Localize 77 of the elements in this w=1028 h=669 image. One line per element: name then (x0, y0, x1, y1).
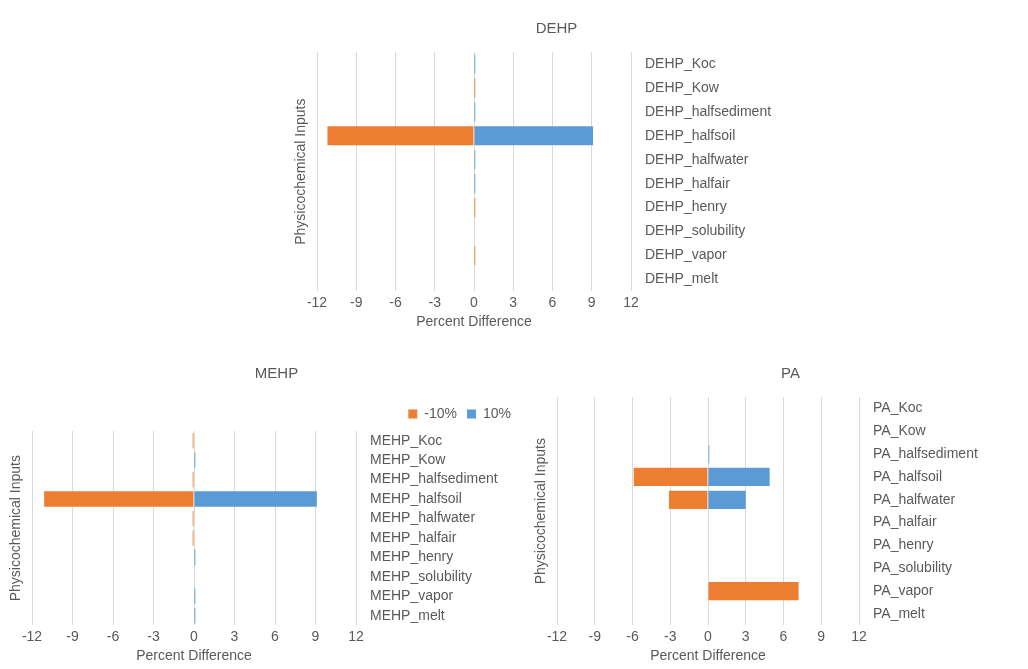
y-tick-label: DEHP_henry (645, 198, 727, 215)
bar (633, 467, 708, 487)
x-tick-label: -6 (389, 293, 402, 310)
y-tick-label: DEHP_halfwater (645, 150, 749, 167)
x-tick-label: -3 (664, 627, 677, 644)
y-tick-label: MEHP_henry (370, 548, 454, 565)
x-axis-title: Percent Difference (416, 313, 533, 330)
y-tick-label: PA_solubility (873, 559, 953, 576)
legend-label: 10% (482, 404, 512, 421)
y-tick-label: PA_vapor (873, 582, 934, 598)
y-tick-label: DEHP_Kow (645, 78, 720, 95)
y-tick-label: DEHP_Koc (645, 54, 716, 71)
x-tick-label: 3 (509, 293, 518, 310)
y-tick-label: MEHP_halfwater (370, 509, 476, 526)
x-axis-title: Percent Difference (136, 647, 253, 664)
y-axis-title: Physicochemical Inputs (291, 98, 308, 245)
x-tick-label: -3 (147, 627, 160, 644)
x-tick-label: 12 (623, 293, 639, 310)
bar (708, 490, 746, 509)
x-tick-label: -9 (350, 293, 363, 310)
x-tick-label: -12 (21, 627, 43, 644)
x-tick-label: 6 (779, 627, 788, 644)
legend-label: -10% (424, 404, 457, 421)
chart-title: PA (781, 364, 800, 382)
y-tick-label: DEHP_halfsediment (645, 102, 772, 119)
y-tick-label: PA_halfsoil (873, 467, 943, 484)
y-tick-label: MEHP_Koc (370, 431, 443, 448)
x-tick-label: 3 (230, 627, 239, 644)
x-tick-label: -6 (106, 627, 120, 644)
x-tick-label: -12 (546, 627, 568, 644)
chart-title: DEHP (535, 19, 578, 37)
y-axis-title: Physicochemical Inputs (6, 455, 23, 602)
y-tick-label: PA_melt (873, 604, 925, 621)
x-tick-label: -9 (66, 627, 79, 644)
x-tick-label: 9 (587, 293, 596, 310)
x-tick-label: 3 (741, 627, 750, 644)
bar (708, 582, 799, 601)
y-tick-label: DEHP_vapor (645, 246, 728, 263)
x-tick-label: 0 (470, 293, 479, 310)
x-tick-label: 12 (851, 627, 867, 644)
x-tick-label: 9 (311, 627, 320, 644)
y-tick-label: MEHP_halfsoil (370, 489, 462, 506)
bar (474, 126, 594, 146)
bar (194, 491, 317, 507)
y-axis-title: Physicochemical Inputs (531, 438, 548, 585)
y-tick-label: PA_Koc (873, 399, 923, 416)
bar (668, 490, 708, 509)
y-tick-label: MEHP_halfsediment (370, 470, 498, 487)
x-tick-label: 0 (190, 627, 199, 644)
bar (708, 467, 770, 487)
x-tick-label: 6 (271, 627, 280, 644)
y-tick-label: MEHP_vapor (370, 587, 454, 604)
y-tick-label: MEHP_melt (370, 606, 445, 623)
y-tick-label: DEHP_melt (645, 270, 719, 287)
bar (44, 491, 194, 507)
chart-title: MEHP (254, 364, 299, 382)
y-tick-label: PA_halfsediment (873, 444, 978, 461)
x-tick-label: 9 (817, 627, 826, 644)
y-tick-label: MEHP_halfair (370, 528, 457, 545)
x-axis-title: Percent Difference (650, 647, 767, 664)
x-tick-label: -12 (306, 293, 328, 310)
y-tick-label: PA_henry (873, 536, 934, 553)
y-tick-label: DEHP_halfair (645, 174, 731, 191)
y-tick-label: MEHP_solubility (370, 567, 472, 584)
y-tick-label: PA_Kow (873, 422, 927, 439)
y-tick-label: MEHP_Kow (370, 451, 447, 468)
x-tick-label: 0 (704, 627, 713, 644)
x-tick-label: 12 (348, 627, 364, 644)
bar (327, 126, 474, 146)
y-tick-label: DEHP_halfsoil (645, 126, 736, 143)
x-tick-label: -6 (626, 627, 639, 644)
x-tick-label: 6 (548, 293, 557, 310)
y-tick-label: PA_halfair (873, 513, 937, 530)
y-tick-label: DEHP_solubility (645, 222, 746, 239)
y-tick-label: PA_halfwater (873, 490, 956, 507)
x-tick-label: -9 (588, 627, 602, 644)
x-tick-label: -3 (428, 293, 442, 310)
